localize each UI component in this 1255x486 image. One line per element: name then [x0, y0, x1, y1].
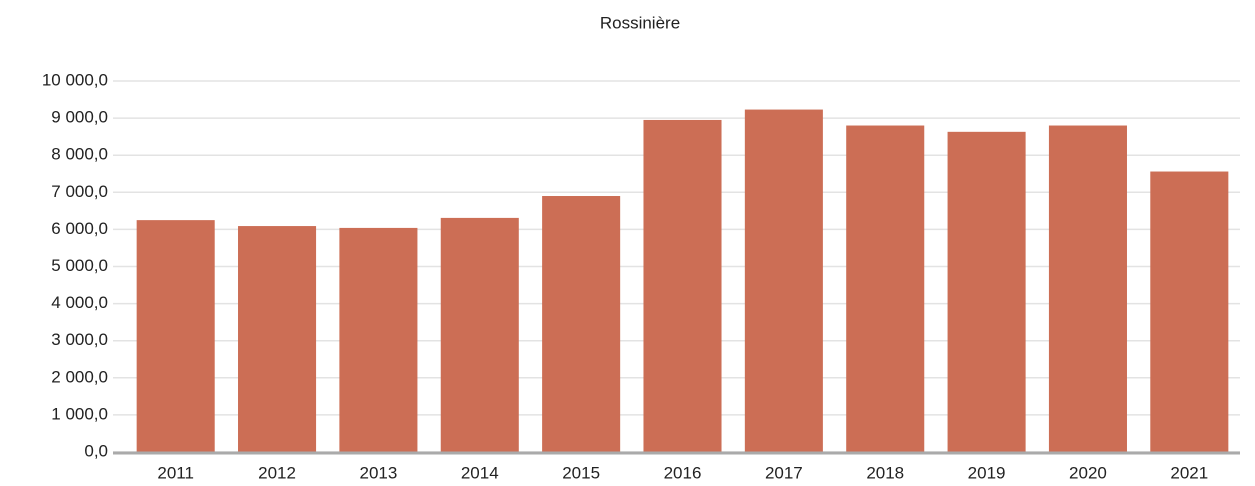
y-tick-label: 3 000,0	[51, 330, 108, 349]
x-tick-label: 2016	[664, 463, 702, 482]
y-tick-label: 1 000,0	[51, 404, 108, 423]
bar	[339, 227, 418, 452]
x-tick-label: 2011	[157, 463, 194, 482]
bar	[440, 217, 519, 452]
x-tick-label: 2013	[359, 463, 397, 482]
bar	[947, 131, 1026, 452]
bar	[238, 226, 317, 452]
bar	[846, 125, 925, 453]
bar	[542, 196, 621, 452]
bar	[1048, 125, 1127, 453]
x-tick-label: 2014	[461, 463, 499, 482]
x-tick-label: 2020	[1069, 463, 1107, 482]
y-tick-label: 2 000,0	[51, 367, 108, 386]
bar	[136, 220, 215, 452]
y-tick-label: 9 000,0	[51, 108, 108, 127]
y-tick-label: 6 000,0	[51, 219, 108, 238]
x-tick-label: 2018	[866, 463, 904, 482]
chart-subtitle: Rossinière	[600, 13, 680, 32]
y-tick-label: 0,0	[84, 441, 108, 460]
x-tick-label: 2019	[968, 463, 1006, 482]
x-tick-label: 2015	[562, 463, 600, 482]
y-tick-label: 10 000,0	[42, 70, 108, 89]
y-tick-label: 4 000,0	[51, 293, 108, 312]
x-tick-label: 2017	[765, 463, 803, 482]
bar	[744, 109, 823, 452]
y-tick-label: 5 000,0	[51, 256, 108, 275]
x-tick-label: 2012	[258, 463, 296, 482]
y-tick-label: 8 000,0	[51, 145, 108, 164]
y-tick-label: 7 000,0	[51, 182, 108, 201]
bar	[1150, 171, 1229, 453]
x-tick-label: 2021	[1170, 463, 1208, 482]
bar	[643, 119, 722, 452]
